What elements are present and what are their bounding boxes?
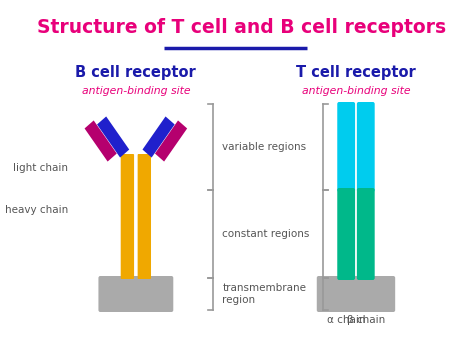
Text: T cell receptor: T cell receptor [296, 65, 416, 80]
FancyBboxPatch shape [337, 188, 355, 280]
Text: heavy chain: heavy chain [5, 205, 68, 215]
Polygon shape [84, 120, 117, 162]
Text: light chain: light chain [13, 163, 68, 173]
FancyBboxPatch shape [337, 102, 355, 192]
FancyBboxPatch shape [357, 102, 374, 192]
Text: Structure of T cell and B cell receptors: Structure of T cell and B cell receptors [37, 18, 447, 37]
FancyBboxPatch shape [357, 188, 374, 280]
Text: α chain: α chain [327, 315, 365, 325]
Polygon shape [97, 116, 129, 158]
FancyBboxPatch shape [121, 154, 134, 279]
FancyBboxPatch shape [317, 276, 395, 312]
Text: B cell receptor: B cell receptor [75, 65, 196, 80]
Text: antigen-binding site: antigen-binding site [301, 86, 410, 96]
Text: constant regions: constant regions [222, 229, 310, 239]
FancyBboxPatch shape [137, 154, 151, 279]
Text: antigen-binding site: antigen-binding site [82, 86, 190, 96]
Text: β chain: β chain [346, 315, 385, 325]
Polygon shape [143, 116, 174, 158]
Polygon shape [155, 120, 187, 162]
FancyBboxPatch shape [99, 276, 173, 312]
Text: transmembrane
region: transmembrane region [222, 283, 306, 305]
Text: variable regions: variable regions [222, 142, 306, 152]
